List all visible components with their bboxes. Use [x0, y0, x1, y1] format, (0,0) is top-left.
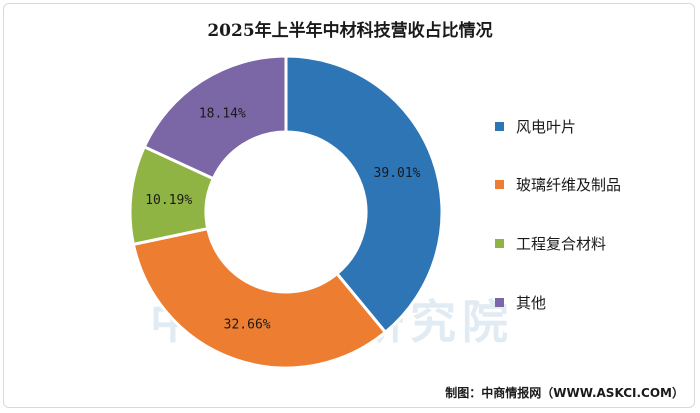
- data-label: 32.66%: [224, 317, 271, 332]
- legend-item-glass-fiber: 玻璃纤维及制品: [495, 174, 621, 195]
- legend-swatch: [495, 239, 504, 248]
- source-note: 制图：中商情报网（WWW.ASKCI.COM）: [445, 386, 684, 400]
- chart-title: 2025年上半年中材科技营收占比情况: [207, 21, 493, 41]
- legend-label: 工程复合材料: [516, 235, 607, 253]
- legend-label: 其他: [516, 294, 547, 312]
- slice-glass-fiber: [131, 226, 388, 370]
- data-label: 39.01%: [374, 166, 421, 181]
- legend-item-wind-blades: 风电叶片: [495, 116, 576, 137]
- legend-label: 风电叶片: [516, 118, 577, 136]
- data-label: 10.19%: [145, 193, 192, 208]
- legend-item-other: 其他: [495, 292, 546, 313]
- legend-swatch: [495, 180, 504, 189]
- slice-other: [142, 54, 288, 181]
- legend-swatch: [495, 122, 504, 131]
- slice-wind-blades: [284, 54, 444, 335]
- legend-label: 玻璃纤维及制品: [516, 176, 622, 194]
- data-label: 18.14%: [199, 107, 246, 122]
- legend-item-composites: 工程复合材料: [495, 233, 606, 254]
- legend-swatch: [495, 298, 504, 307]
